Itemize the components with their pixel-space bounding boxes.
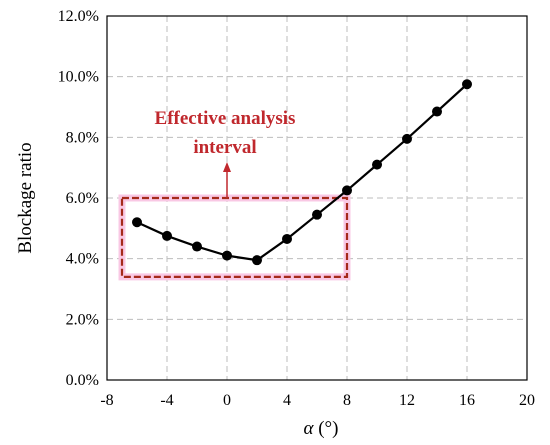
data-point	[252, 255, 262, 266]
data-point	[462, 79, 472, 90]
series-line	[136, 83, 468, 262]
y-tick-label: 6.0%	[66, 190, 99, 207]
x-tick-label: 0	[223, 392, 231, 409]
y-tick-labels: 0.0% 2.0% 4.0% 6.0% 8.0% 10.0% 12.0%	[58, 8, 99, 389]
data-point	[372, 159, 382, 170]
x-tick-label: 4	[283, 392, 291, 409]
data-point	[192, 241, 202, 252]
annotation-text-line-2: interval	[193, 137, 256, 158]
data-point	[282, 233, 292, 244]
y-tick-label: 8.0%	[66, 129, 99, 146]
x-tick-label: 20	[519, 392, 535, 409]
y-tick-label: 12.0%	[58, 8, 99, 25]
data-point	[402, 133, 412, 144]
x-axis-title: α (°)	[304, 418, 339, 439]
data-point	[222, 250, 232, 261]
annotation: Effective analysis interval	[155, 108, 296, 198]
x-tick-label: -8	[100, 392, 113, 409]
interval-box	[120, 196, 349, 278]
data-point	[432, 106, 442, 117]
x-tick-label: 12	[399, 392, 415, 409]
x-tick-label: 16	[459, 392, 475, 409]
data-point	[162, 230, 172, 241]
y-tick-label: 10.0%	[58, 69, 99, 86]
y-tick-label: 2.0%	[66, 311, 99, 328]
x-axis-title-symbol: α	[304, 418, 315, 439]
x-axis-title-unit: (°)	[313, 418, 338, 439]
y-axis-title: Blockage ratio	[15, 142, 36, 253]
data-point	[132, 217, 142, 228]
effective-interval-highlight	[118, 194, 351, 281]
x-tick-label: -4	[160, 392, 173, 409]
x-tick-label: 8	[343, 392, 351, 409]
annotation-text-line-1: Effective analysis	[155, 108, 296, 129]
y-tick-label: 0.0%	[66, 372, 99, 389]
series-polyline	[136, 83, 468, 262]
y-tick-label: 4.0%	[66, 251, 99, 268]
data-point	[342, 185, 352, 196]
series-points	[132, 79, 472, 266]
plot-frame	[106, 15, 528, 381]
x-tick-labels: -8 -4 0 4 8 12 16 20	[100, 392, 535, 409]
interval-highlight-glow	[118, 194, 351, 281]
annotation-arrow-head	[223, 162, 231, 172]
data-point	[312, 209, 322, 220]
